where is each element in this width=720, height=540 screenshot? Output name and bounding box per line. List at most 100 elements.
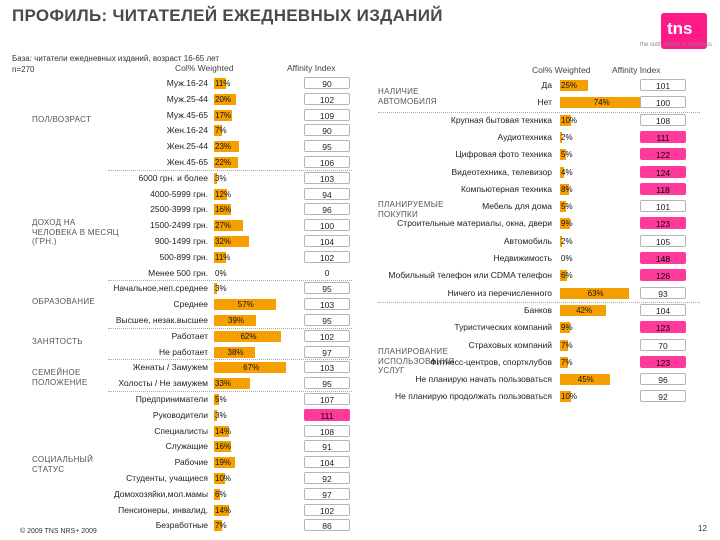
affinity-index: 104 <box>304 456 350 469</box>
bar-value-label: 38% <box>227 347 244 357</box>
data-bar: 11% <box>214 78 230 89</box>
affinity-index: 105 <box>640 234 686 247</box>
row-label: Строительные материалы, окна, двери <box>397 218 552 229</box>
logo-tagline: the sixth sense of business <box>639 42 712 48</box>
data-bar: 7% <box>214 520 227 532</box>
section-label: ЗАНЯТОСТЬ <box>32 337 83 346</box>
row-label: Студенты, учащиеся <box>126 473 208 483</box>
bar-value-label: 10% <box>561 115 578 125</box>
affinity-index: 0 <box>324 267 330 278</box>
row-label: Фитнесс-центров, спортклубов <box>430 356 552 367</box>
affinity-index: 70 <box>640 338 686 351</box>
row-label: Компьютерная техника <box>460 183 552 194</box>
logo-text: tns <box>667 19 693 38</box>
affinity-index: 91 <box>304 440 350 453</box>
data-bar: 2% <box>560 131 573 143</box>
bar-value-label: 39% <box>228 316 245 325</box>
data-bar: 6% <box>214 488 227 500</box>
data-bar: 45% <box>560 374 610 386</box>
bar-value-label: 0% <box>561 254 573 263</box>
bar-value-label: 22% <box>215 158 232 167</box>
data-bar: 32% <box>214 236 249 247</box>
affinity-index: 126 <box>640 269 686 282</box>
section-label: ОБРАЗОВАНИЕ <box>32 297 96 306</box>
row-label: Менее 500 грн. <box>148 267 208 278</box>
row-label: Муж.25-44 <box>166 93 208 104</box>
affinity-index: 111 <box>304 408 350 421</box>
row-label: Домохозяйки,мол.мамы <box>113 488 208 499</box>
data-bar: 14% <box>214 504 231 516</box>
bar-value-label: 5% <box>561 150 573 160</box>
affinity-index: 90 <box>304 124 350 137</box>
bar-value-label: 42% <box>576 305 593 315</box>
bar-value-label: 63% <box>587 288 604 298</box>
section-label: СОЦИАЛЬНЫЙ СТАТУС <box>32 455 94 474</box>
page-title: ПРОФИЛЬ: ЧИТАТЕЛЕЙ ЕЖЕДНЕВНЫХ ИЗДАНИЙ <box>12 6 443 25</box>
affinity-index: 95 <box>304 140 350 153</box>
right-affinity-header: Affinity Index <box>612 65 661 75</box>
data-bar: 5% <box>214 394 227 405</box>
row-label: Высшее, незак.высшее <box>115 315 208 325</box>
bar-value-label: 2% <box>561 132 573 142</box>
affinity-index: 97 <box>304 345 350 358</box>
bar-value-label: 62% <box>240 331 257 341</box>
row-label: Среднее <box>173 299 208 310</box>
affinity-index: 106 <box>304 156 350 168</box>
bar-value-label: 33% <box>215 379 232 389</box>
section-label: ПЛАНИРУЕМЫЕ ПОКУПКИ <box>378 200 444 219</box>
affinity-index: 108 <box>640 113 686 126</box>
row-label: 4000-5999 грн. <box>150 188 208 199</box>
group-separator <box>108 391 352 392</box>
group-separator <box>378 301 700 303</box>
affinity-index: 102 <box>304 92 350 105</box>
left-col-weighted-header: Col% Weighted <box>175 63 234 73</box>
row-label: Не планирую начать пользоваться <box>415 374 552 385</box>
group-separator <box>108 169 352 171</box>
affinity-index: 122 <box>640 148 686 161</box>
bar-value-label: 14% <box>215 426 232 436</box>
data-bar: 23% <box>214 141 239 153</box>
bar-value-label: 7% <box>561 357 573 367</box>
affinity-index: 94 <box>304 187 350 200</box>
affinity-index: 100 <box>640 96 686 109</box>
row-label: Не планирую продолжать пользоваться <box>394 391 552 402</box>
base-description: База: читатели ежедневных изданий, возра… <box>12 53 219 75</box>
affinity-index: 103 <box>304 361 350 374</box>
affinity-index: 90 <box>304 77 350 89</box>
row-label: Крупная бытовая техника <box>450 114 552 125</box>
affinity-index: 92 <box>304 472 350 484</box>
row-label: 6000 грн. и более <box>138 172 208 183</box>
affinity-index: 123 <box>640 355 686 368</box>
bar-value-label: 12% <box>215 189 232 199</box>
bar-value-label: 8% <box>561 184 573 194</box>
bar-value-label: 32% <box>215 237 232 246</box>
row-label: Аудиотехника <box>497 131 552 142</box>
row-label: Безработные <box>155 520 208 531</box>
data-bar: 19% <box>214 457 235 469</box>
bar-value-label: 25% <box>561 81 578 90</box>
row-label: Цифровая фото техника <box>455 149 552 160</box>
affinity-index: 102 <box>304 250 350 263</box>
row-label: Нет <box>537 97 552 108</box>
affinity-index: 102 <box>304 503 350 516</box>
row-label: Видеотехника, телевизор <box>451 166 552 177</box>
bar-value-label: 19% <box>215 458 232 468</box>
bar-value-label: 11% <box>215 79 231 88</box>
bar-value-label: 11% <box>215 252 231 262</box>
data-bar: 5% <box>560 149 573 161</box>
affinity-index: 93 <box>640 286 686 299</box>
row-label: Ничего из перечисленного <box>447 287 552 298</box>
affinity-index: 95 <box>304 377 350 390</box>
row-label: Жен.25-44 <box>166 141 208 152</box>
left-affinity-header: Affinity Index <box>287 63 336 73</box>
data-bar: 27% <box>214 220 244 232</box>
affinity-index: 96 <box>640 373 686 386</box>
affinity-index: 109 <box>304 108 350 121</box>
group-separator <box>108 327 352 329</box>
bar-value-label: 27% <box>215 221 232 231</box>
row-label: Мебель для дома <box>482 201 552 212</box>
bar-value-label: 5% <box>561 202 573 212</box>
data-bar: 8% <box>560 183 573 195</box>
bar-value-label: 7% <box>215 126 227 136</box>
row-label: Не работает <box>159 346 208 357</box>
